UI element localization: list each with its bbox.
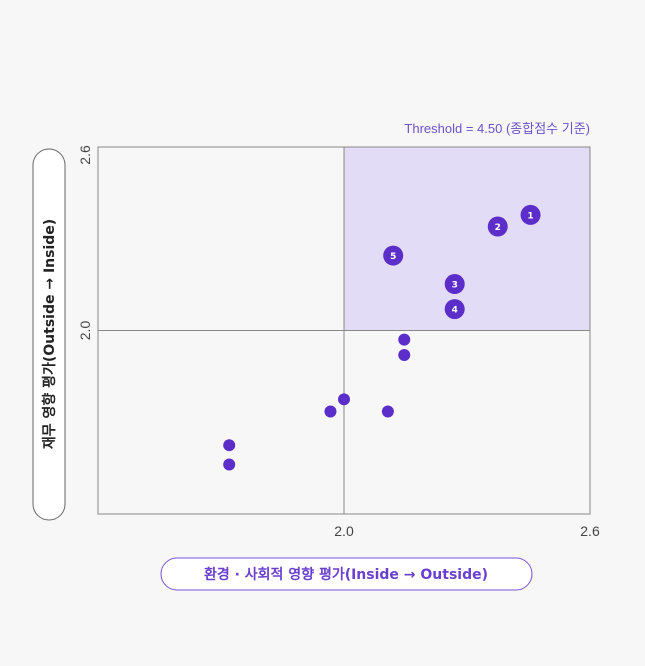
data-point [223,439,236,452]
data-point [223,458,236,471]
data-point [383,245,404,266]
threshold-label: Threshold = 4.50 (종합점수 기준) [404,121,590,136]
y-tick-label: 2.6 [77,145,93,165]
y-axis-label: 재무 영향 평가(Outside → Inside) [41,219,58,449]
data-point [444,299,465,320]
x-tick-label: 2.0 [334,523,354,539]
y-tick-label: 2.0 [77,321,93,341]
data-point [324,405,337,418]
threshold-quadrant [344,147,590,331]
data-point [520,204,541,225]
data-point [338,393,350,406]
data-point-label: 3 [452,281,458,291]
data-point-label: 4 [452,306,458,316]
data-point [398,333,411,346]
data-point [398,348,411,361]
x-axis-label: 환경 · 사회적 영향 평가(Inside → Outside) [204,566,488,583]
chart-card: Threshold = 4.50 (종합점수 기준) 2.0 2.6 2.0 2… [6,6,639,660]
points-layer: 1 2 5 3 4 [223,204,541,471]
data-point [444,274,465,295]
data-point [381,405,394,418]
data-point-label: 2 [495,223,501,233]
scatter-chart: Threshold = 4.50 (종합점수 기준) 2.0 2.6 2.0 2… [32,121,600,591]
data-point-label: 5 [390,252,396,262]
data-point [487,216,508,237]
data-point-label: 1 [527,211,533,221]
x-tick-label: 2.6 [580,523,600,539]
x-axis-label-pill [160,557,533,591]
y-axis-label-pill [32,148,66,521]
